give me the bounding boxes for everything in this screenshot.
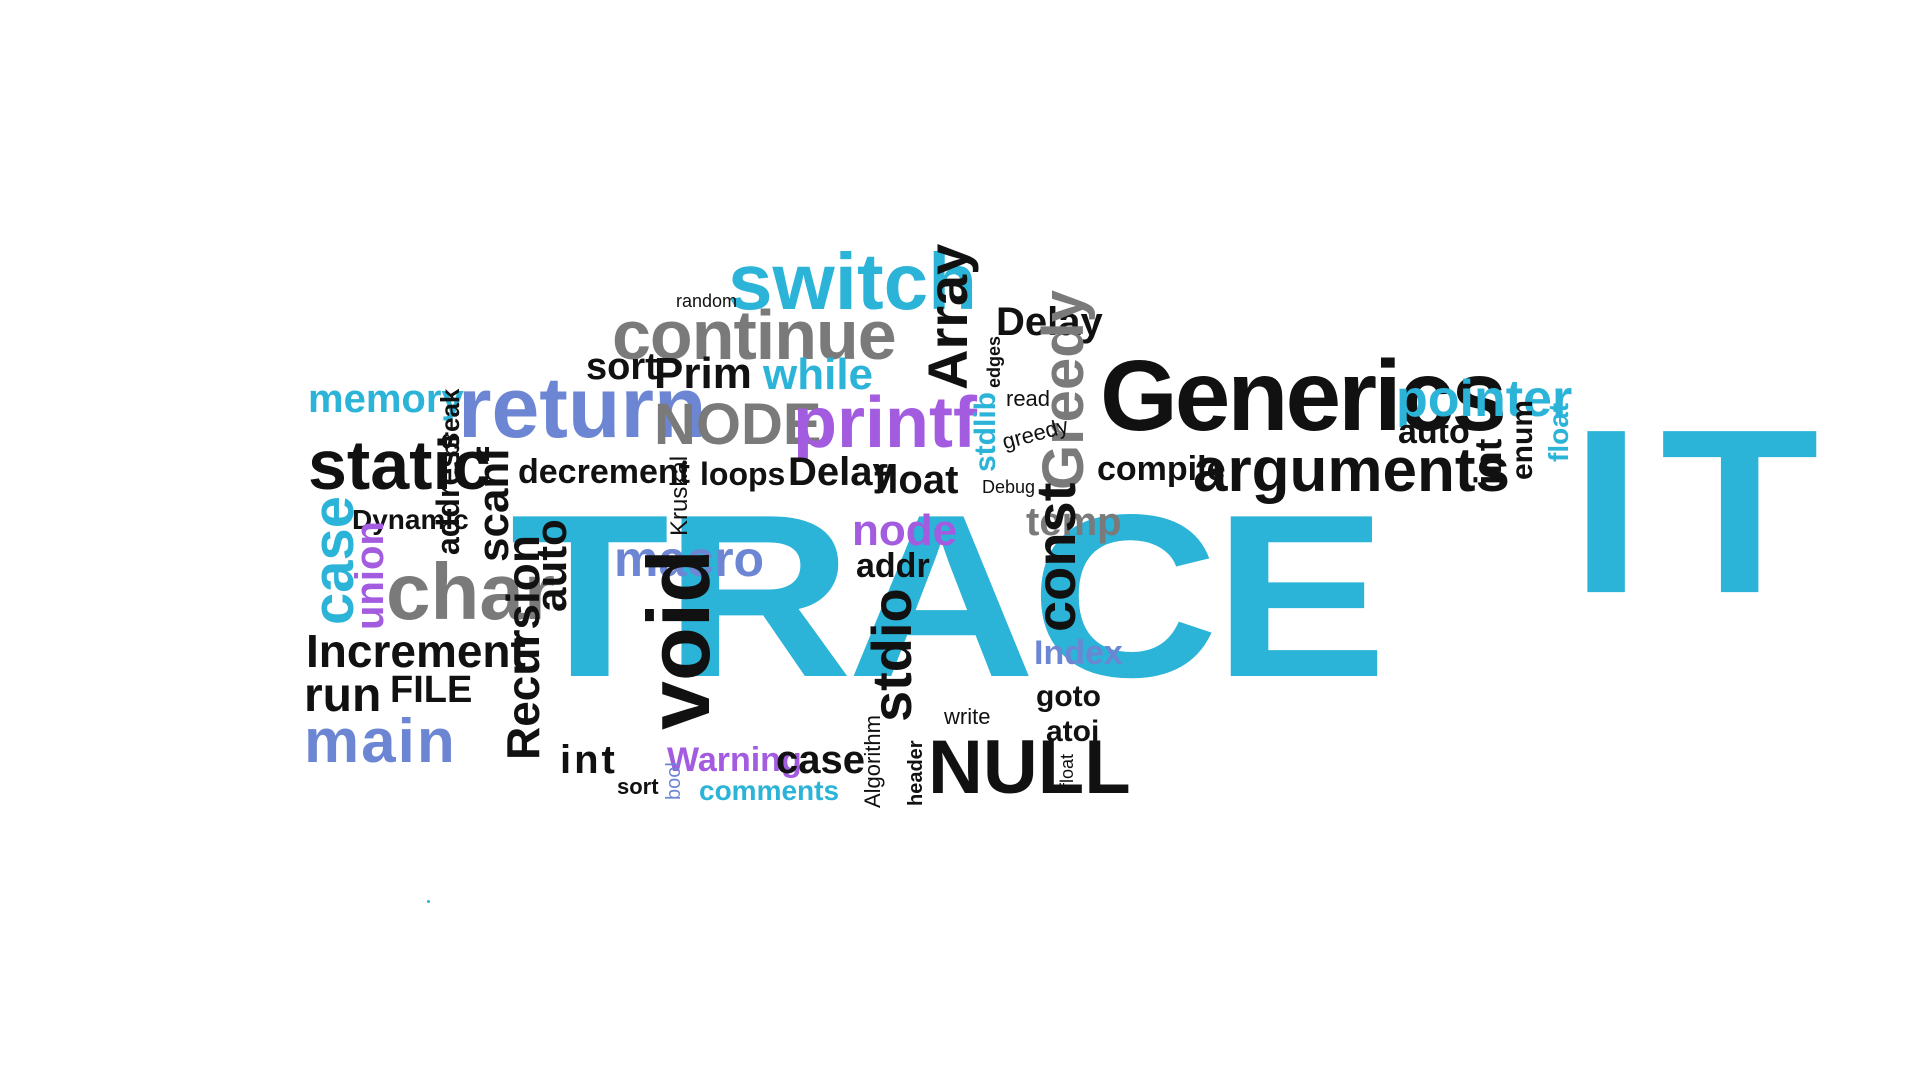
word-node-lower: node xyxy=(852,506,958,555)
word-address: address xyxy=(430,432,466,555)
word-recursion: Recursion xyxy=(497,535,549,760)
word-atoi: atoi xyxy=(1046,715,1100,748)
word-memory: memory xyxy=(308,377,464,421)
word-read: read xyxy=(1006,386,1051,411)
word-const: const xyxy=(1024,482,1087,632)
word-case-bottom: case xyxy=(776,738,865,782)
word-float-bottom: float xyxy=(1057,753,1077,788)
word-generics: Generics xyxy=(1100,340,1507,452)
word-auto-right: auto xyxy=(1398,413,1470,451)
word-comments: comments xyxy=(699,775,840,806)
word-decrement: decrement xyxy=(518,453,690,491)
word-prim: Prim xyxy=(654,349,752,398)
word-warning: Warning xyxy=(667,741,802,779)
word-loops: loops xyxy=(700,456,786,492)
word-enum: enum xyxy=(1506,399,1539,480)
word-null: NULL xyxy=(928,725,1131,810)
word-dynamic: Dynamic xyxy=(352,504,469,535)
word-int-bottom: int xyxy=(560,738,618,782)
word-compile: compile xyxy=(1097,450,1226,488)
word-file: FILE xyxy=(390,669,473,711)
word-union: union xyxy=(348,521,392,630)
word-stdlib: stdlib xyxy=(969,392,1002,472)
word-printf: printf xyxy=(793,383,977,463)
word-header: header xyxy=(905,740,927,806)
word-sort-top: sort xyxy=(586,346,658,388)
word-sort-bottom: sort xyxy=(617,774,659,799)
word-index: Index xyxy=(1034,634,1123,672)
word-bool: bool xyxy=(663,762,685,800)
word-kruskal: Kruskal xyxy=(666,455,693,536)
word-addr: addr xyxy=(856,547,930,585)
word-greedy-big: Greedy xyxy=(1031,290,1096,490)
word-goto: goto xyxy=(1036,680,1101,713)
word-delay-mid: Delay xyxy=(788,450,895,494)
word-stdio: stdio xyxy=(860,588,923,722)
word-temp: temp xyxy=(1026,500,1122,544)
word-void: void xyxy=(629,549,728,730)
stray-dot xyxy=(427,900,430,903)
word-write: write xyxy=(944,704,991,729)
word-random: random xyxy=(676,291,738,311)
word-macro: macro xyxy=(614,531,765,587)
word-delay-top: Delay xyxy=(996,300,1103,344)
word-algorithm: Algorithm xyxy=(860,715,885,808)
word-char: char xyxy=(386,547,555,636)
word-run: run xyxy=(304,669,382,722)
word-while: while xyxy=(763,350,874,399)
word-float-mid: float xyxy=(874,458,959,502)
headline-trace: TRACE xyxy=(510,466,1387,726)
word-node-caps: NODE xyxy=(654,392,822,457)
word-array: Array xyxy=(916,243,979,390)
word-continue: continue xyxy=(612,296,897,374)
word-edges: edges xyxy=(984,335,1004,388)
word-increment: Increment xyxy=(306,625,526,677)
headline-it: IT xyxy=(1570,381,1838,643)
word-pointer: pointer xyxy=(1396,370,1573,428)
word-return: return xyxy=(458,360,707,456)
word-debug: Debug xyxy=(982,477,1036,497)
word-float-right: float xyxy=(1543,402,1574,462)
word-arguments: arguments xyxy=(1193,436,1510,505)
word-switch: switch xyxy=(728,237,977,326)
word-static: static xyxy=(308,426,491,504)
word-main: main xyxy=(304,707,457,776)
